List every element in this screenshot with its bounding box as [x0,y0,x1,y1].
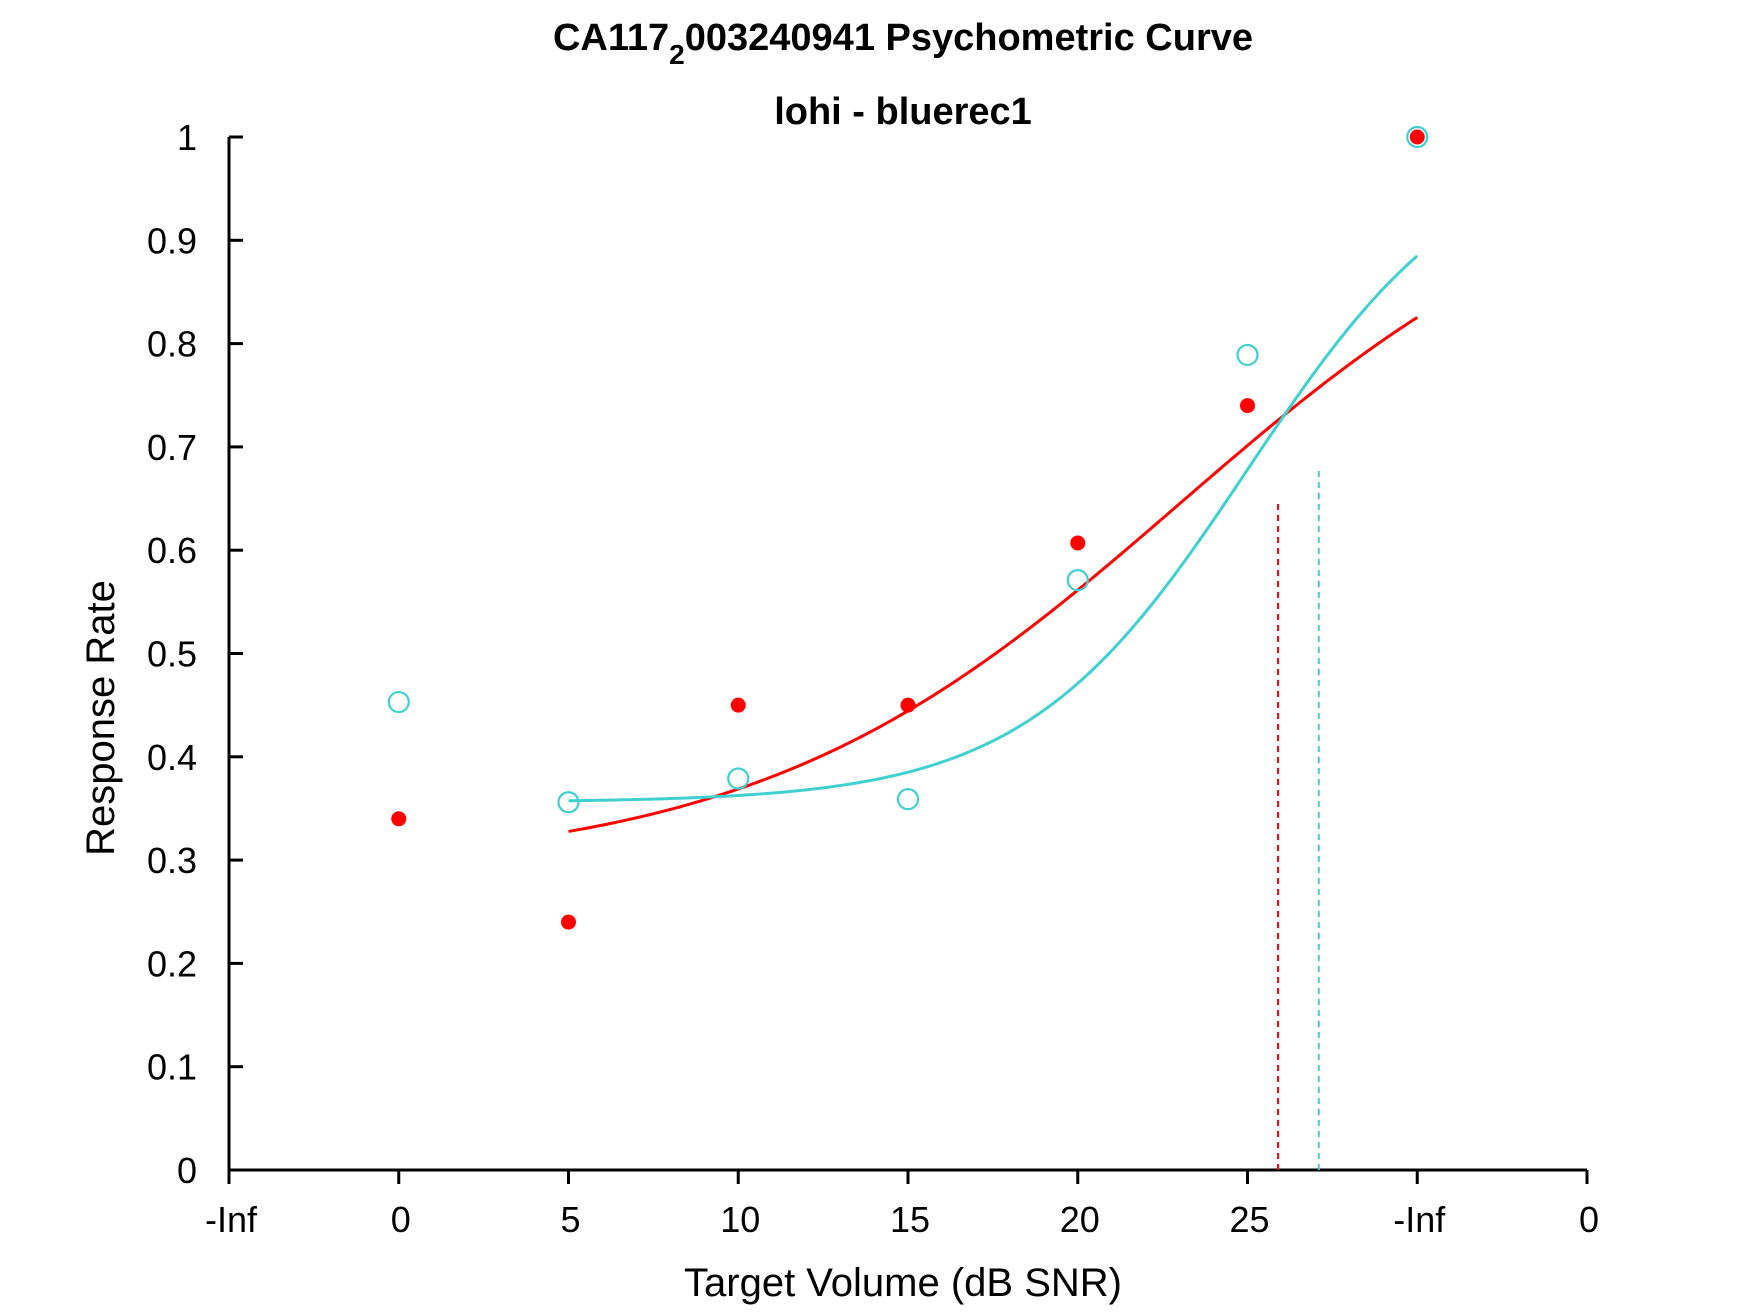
y-axis-label: Response Rate [79,580,123,856]
y-tick-label-6: 0.6 [147,530,197,571]
data-point-1-4 [1066,569,1089,592]
y-tick-label-3: 0.3 [147,840,197,881]
data-point-1-0 [387,690,410,714]
x-tick-label-2: 5 [560,1199,580,1240]
chart-subtitle: lohi - bluerec1 [774,91,1032,133]
data-point-1-6 [1406,125,1429,149]
data-point-0-1 [561,914,576,930]
fit-curve-1 [568,254,1419,803]
x-tick-label-6: 25 [1229,1199,1269,1240]
y-tick-label-9: 0.9 [147,220,197,261]
x-axis-label: Target Volume (dB SNR) [684,1261,1122,1305]
y-tick-label-2: 0.2 [147,943,197,984]
x-tick-label-4: 15 [890,1199,930,1240]
y-tick-label-7: 0.7 [147,427,197,468]
y-tick-label-0: 0 [177,1150,197,1191]
data-point-0-5 [1240,398,1255,414]
data-point-0-6 [1409,129,1425,145]
chart-title-subscript: 2 [669,39,685,70]
x-tick-label-8: 0 [1579,1199,1599,1240]
chart-title-main: CA117 [553,17,669,59]
fit-curve-0 [568,316,1419,833]
y-tick-label-5: 0.5 [147,634,197,675]
data-point-0-3 [900,697,916,713]
data-point-0-0 [391,811,407,827]
chart-title: CA1172003240941 Psychometric Curve [553,17,1253,70]
chart-title-rest: 003240941 Psychometric Curve [685,17,1253,59]
x-tick-label-5: 20 [1060,1199,1100,1240]
y-tick-label-1: 0.1 [147,1047,197,1088]
data-point-1-3 [896,788,920,811]
data-point-1-1 [557,791,580,814]
plot-area: 00.10.20.30.40.50.60.70.80.91-Inf 0 5 10 15 2… [147,117,1599,1240]
data-point-0-2 [730,697,746,713]
x-tick-label-7: -Inf [1393,1199,1446,1240]
y-tick-label-4: 0.4 [147,737,197,778]
y-tick-label-8: 0.8 [147,324,197,365]
data-point-1-5 [1236,343,1259,367]
data-point-0-4 [1070,535,1086,551]
x-tick-label-1: 0 [391,1199,411,1240]
x-tick-label-3: 10 [720,1199,760,1240]
x-tick-label-0: -Inf [205,1199,258,1240]
y-tick-label-10: 1 [177,117,197,158]
data-point-1-2 [727,767,750,790]
